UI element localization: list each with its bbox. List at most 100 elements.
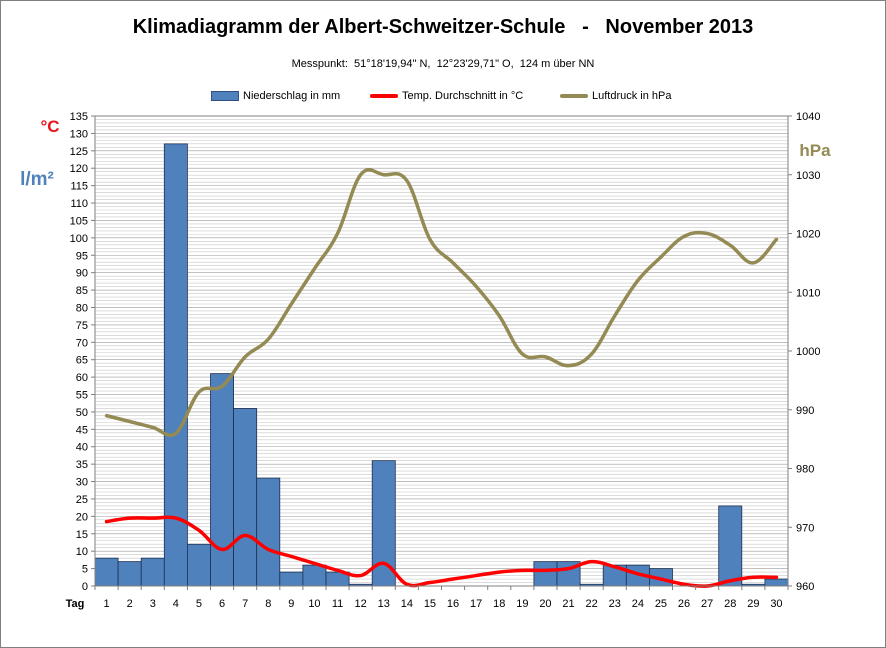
x-tick-label: 1	[103, 598, 109, 610]
legend-swatch-pressure	[560, 94, 588, 98]
temperature-line	[104, 515, 779, 588]
right-tick-label: 960	[796, 581, 814, 593]
left-tick-label: 15	[76, 529, 88, 541]
x-tick-label: 2	[127, 598, 133, 610]
left-tick-label: 70	[76, 337, 88, 349]
x-tick-label: 22	[586, 598, 598, 610]
pressure-line	[104, 168, 779, 438]
legend-label-precip: Niederschlag in mm	[243, 90, 341, 102]
right-tick-label: 1000	[796, 346, 820, 358]
left-tick-label: 95	[76, 250, 88, 262]
x-tick-label: 20	[539, 598, 551, 610]
left-tick-label: 0	[82, 581, 88, 593]
x-tick-label: 27	[701, 598, 713, 610]
left-tick-label: 10	[76, 546, 88, 558]
legend-swatch-precip	[211, 91, 239, 101]
right-tick-label: 990	[796, 405, 814, 417]
x-tick-label: 13	[378, 598, 390, 610]
x-tick-label: 21	[562, 598, 574, 610]
right-tick-label: 980	[796, 464, 814, 476]
left-tick-label: 90	[76, 268, 88, 280]
legend: Niederschlag in mm Temp. Durchschnitt in…	[0, 90, 886, 106]
left-tick-label: 80	[76, 302, 88, 314]
precip-bar	[94, 557, 119, 587]
x-tick-label: 10	[308, 598, 320, 610]
precip-bar	[256, 477, 281, 587]
x-tick-label: 4	[173, 598, 179, 610]
left-tick-label: 125	[70, 146, 88, 158]
x-tick-label: 8	[265, 598, 271, 610]
left-tick-label: 5	[82, 564, 88, 576]
left-tick-label: 55	[76, 390, 88, 402]
right-tick-label: 1030	[796, 170, 820, 182]
left-tick-label: 25	[76, 494, 88, 506]
left-tick-label: 100	[70, 233, 88, 245]
x-tick-label: 6	[219, 598, 225, 610]
left-tick-label: 65	[76, 355, 88, 367]
x-tick-label: 30	[770, 598, 782, 610]
x-tick-label: 19	[516, 598, 528, 610]
precip-bar	[186, 543, 211, 587]
right-tick-label: 1010	[796, 287, 820, 299]
legend-label-temp: Temp. Durchschnitt in °C	[402, 90, 524, 102]
left-tick-label: 20	[76, 511, 88, 523]
line-series	[104, 168, 779, 588]
x-tick-label: 14	[401, 598, 413, 610]
x-tick-label: 7	[242, 598, 248, 610]
precip-bar	[302, 564, 327, 587]
x-tick-label: 17	[470, 598, 482, 610]
legend-label-pressure: Luftdruck in hPa	[592, 90, 672, 102]
precip-bar	[764, 578, 789, 587]
x-tick-label: 25	[655, 598, 667, 610]
x-tick-label: 26	[678, 598, 690, 610]
plot-border	[94, 115, 789, 587]
precip-bar	[279, 571, 304, 587]
x-tick-label: 5	[196, 598, 202, 610]
chart-subtitle: Messpunkt: 51°18'19,94" N, 12°23'29,71" …	[291, 58, 595, 70]
precip-bar	[718, 505, 743, 587]
chart-title: Klimadiagramm der Albert-Schweitzer-Schu…	[132, 16, 754, 38]
x-tick-label: 9	[288, 598, 294, 610]
grid-lines	[95, 115, 788, 587]
x-tick-label: 12	[355, 598, 367, 610]
left-tick-label: 130	[70, 128, 88, 140]
x-tick-label: 24	[632, 598, 644, 610]
right-tick-label: 970	[796, 522, 814, 534]
left-tick-label: 85	[76, 285, 88, 297]
left-tick-label: 75	[76, 320, 88, 332]
legend-item-precip: Niederschlag in mm	[211, 90, 340, 102]
x-tick-label: 29	[747, 598, 759, 610]
right-tick-label: 1040	[796, 111, 820, 123]
left-tick-label: 135	[70, 111, 88, 123]
left-axis-unit-temp: °C	[40, 117, 59, 136]
left-tick-label: 35	[76, 459, 88, 471]
x-tick-label: 23	[609, 598, 621, 610]
precip-bar	[210, 373, 235, 587]
axes: 0510152025303540455055606570758085909510…	[70, 111, 821, 610]
left-tick-label: 40	[76, 442, 88, 454]
precip-bar	[533, 561, 558, 587]
x-tick-label: 28	[724, 598, 736, 610]
legend-item-pressure: Luftdruck in hPa	[560, 90, 672, 102]
right-axis-unit-pressure: hPa	[799, 141, 831, 160]
x-tick-label: 3	[150, 598, 156, 610]
left-axis-unit-precip: l/m²	[20, 169, 54, 190]
precip-bars	[94, 143, 789, 587]
precip-bar	[140, 557, 165, 587]
precip-bar	[233, 408, 258, 587]
x-tick-label: 15	[424, 598, 436, 610]
x-axis-label: Tag	[66, 598, 85, 610]
left-tick-label: 115	[70, 181, 88, 193]
left-tick-label: 50	[76, 407, 88, 419]
x-tick-label: 11	[332, 598, 343, 610]
left-tick-label: 105	[70, 215, 88, 227]
x-tick-label: 16	[447, 598, 459, 610]
x-tick-label: 18	[493, 598, 505, 610]
precip-bar	[117, 561, 142, 587]
legend-swatch-temp	[370, 94, 398, 98]
left-tick-label: 60	[76, 372, 88, 384]
left-tick-label: 110	[70, 198, 88, 210]
left-tick-label: 45	[76, 424, 88, 436]
left-tick-label: 30	[76, 477, 88, 489]
